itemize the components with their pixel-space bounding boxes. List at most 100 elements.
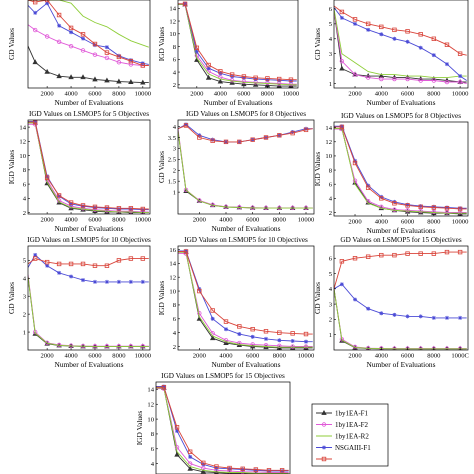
data-point xyxy=(188,454,193,459)
plot-area xyxy=(156,384,289,474)
data-point xyxy=(405,251,410,256)
data-point xyxy=(458,74,463,79)
data-point xyxy=(418,251,423,256)
data-point xyxy=(250,137,255,142)
data-point xyxy=(405,39,410,44)
data-point xyxy=(392,312,397,317)
data-point xyxy=(352,17,358,22)
data-point xyxy=(229,72,235,77)
y-tick-label: 12 xyxy=(147,402,154,409)
x-tick-label: 2000 xyxy=(41,353,55,360)
chart-title: IGD Values on LSMOP5 for 8 Objectives xyxy=(186,110,306,118)
data-point xyxy=(116,279,121,284)
data-point xyxy=(276,76,282,82)
data-point xyxy=(392,27,397,33)
series-line xyxy=(334,125,467,209)
y-tick-label: 4 xyxy=(23,276,27,283)
data-point xyxy=(128,279,133,284)
data-point xyxy=(379,32,384,37)
x-tick-label: 8000 xyxy=(112,353,126,360)
data-point xyxy=(288,78,293,83)
series-line xyxy=(28,276,149,347)
data-point xyxy=(379,196,384,201)
data-point xyxy=(56,261,62,267)
data-point xyxy=(80,203,86,208)
x-tick-label: 2000 xyxy=(348,219,362,226)
data-point xyxy=(378,73,385,78)
x-tick-label: 8000 xyxy=(112,217,126,224)
data-point xyxy=(33,252,38,257)
plot-area xyxy=(28,252,149,349)
x-axis-label: Number of Evaluations xyxy=(55,224,124,233)
data-point xyxy=(128,207,133,212)
y-tick-label: 14 xyxy=(19,124,26,131)
axes-frame xyxy=(333,121,469,217)
data-point xyxy=(405,314,410,319)
data-point xyxy=(116,207,121,212)
series-line xyxy=(178,250,313,343)
data-point xyxy=(290,130,295,135)
series-line xyxy=(28,122,149,214)
data-point xyxy=(44,34,50,39)
data-point xyxy=(250,342,255,347)
y-tick-label: 6 xyxy=(329,6,333,13)
y-tick-label: 2.5 xyxy=(168,157,177,164)
series-line xyxy=(334,283,467,319)
chart-panel: GD Values on LSMOP5 for 15 Objectives 200… xyxy=(313,236,470,369)
data-point xyxy=(174,425,180,430)
data-point xyxy=(339,58,345,64)
data-point xyxy=(339,9,345,15)
plot-area xyxy=(178,248,313,350)
data-point xyxy=(92,43,97,48)
series-line xyxy=(178,130,313,209)
x-tick-label: 6000 xyxy=(88,91,102,98)
data-point xyxy=(69,274,74,279)
data-point xyxy=(444,210,450,215)
y-axis-label: IGD Values xyxy=(157,27,166,62)
data-point xyxy=(379,24,384,30)
data-point xyxy=(392,36,397,41)
data-point xyxy=(266,468,272,473)
x-tick-label: 10000 xyxy=(283,91,300,98)
data-point xyxy=(365,21,371,27)
y-tick-label: 14 xyxy=(147,387,154,394)
data-point xyxy=(128,58,133,63)
data-point xyxy=(206,66,211,71)
x-tick-label: 8000 xyxy=(261,91,275,98)
x-tick-label: 6000 xyxy=(401,219,415,226)
data-point xyxy=(44,340,50,346)
data-point xyxy=(290,344,295,349)
x-tick-label: 2000 xyxy=(348,353,362,360)
y-tick-label: 3 xyxy=(329,51,333,58)
data-point xyxy=(352,72,358,77)
y-tick-label: 16 xyxy=(169,247,176,254)
data-point xyxy=(104,206,109,211)
data-point xyxy=(444,79,450,85)
series-line xyxy=(156,387,289,474)
legend-swatch-marker xyxy=(321,456,327,462)
plot-area xyxy=(28,0,149,85)
series-line xyxy=(334,10,467,83)
data-point xyxy=(128,58,134,64)
data-point xyxy=(80,261,86,267)
data-point xyxy=(431,205,437,210)
data-point xyxy=(241,74,247,79)
data-point xyxy=(418,204,423,210)
data-point xyxy=(161,384,167,390)
x-tick-label: 6000 xyxy=(237,91,251,98)
x-axis-label: Number of Evaluations xyxy=(367,360,436,369)
y-tick-label: 6 xyxy=(329,256,333,263)
series-line xyxy=(178,251,313,335)
x-axis-label: Number of Evaluations xyxy=(212,224,281,233)
x-tick-label: 4000 xyxy=(219,353,233,360)
data-point xyxy=(214,464,219,469)
series-line xyxy=(156,387,289,474)
y-tick-label: 3.5 xyxy=(168,135,177,142)
data-point xyxy=(44,0,50,3)
data-point xyxy=(92,263,98,268)
x-tick-label: 1000C xyxy=(451,353,469,360)
y-tick-label: 8 xyxy=(23,167,27,174)
x-tick-label: 6000 xyxy=(246,217,260,224)
y-tick-label: 12 xyxy=(19,139,26,146)
